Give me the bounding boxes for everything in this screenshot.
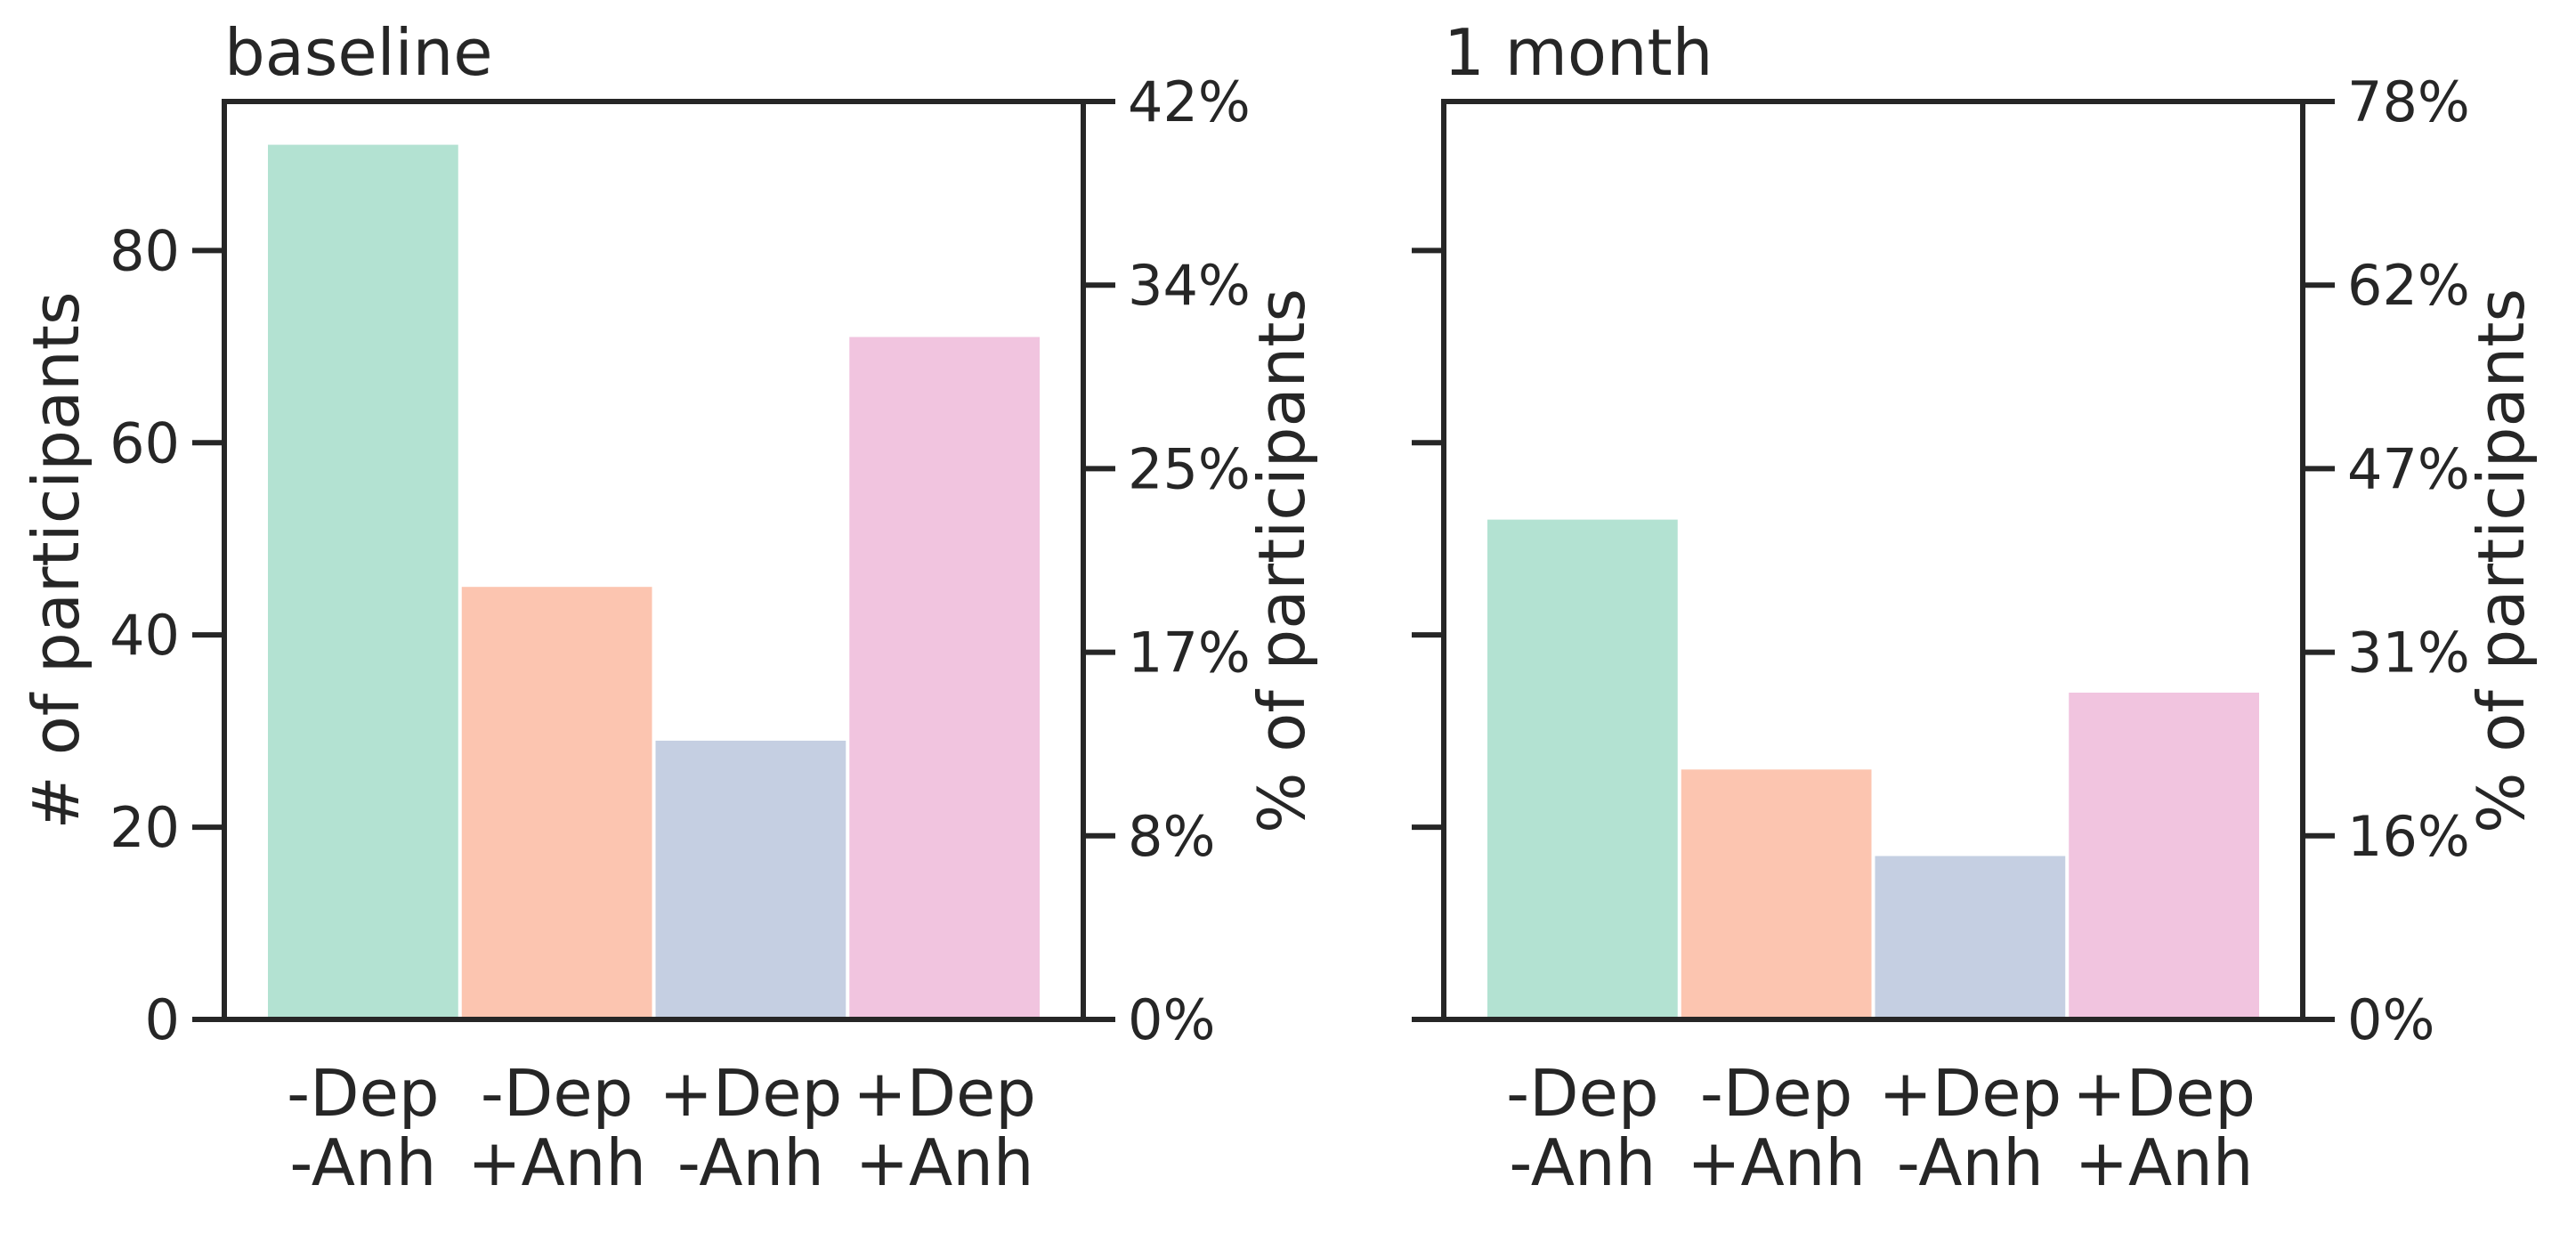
right-tick-label-2-6: 78%: [2347, 69, 2470, 134]
category-label-2-2-line-2: +Anh: [1687, 1125, 1866, 1200]
category-label-2-1-line-2: -Anh: [1509, 1125, 1656, 1200]
bar-2-4: [2069, 692, 2259, 1019]
category-label-1-2-line-1: -Dep: [481, 1056, 633, 1131]
category-label-1-1-line-2: -Anh: [289, 1125, 436, 1200]
category-label-2-3-line-1: +Dep: [1878, 1056, 2062, 1131]
right-tick-label-2-2: 16%: [2347, 804, 2470, 869]
bar-2-1: [1487, 519, 1678, 1019]
right-tick-label-1-1: 0%: [1128, 987, 1215, 1052]
left-tick-label-1-2: 20: [109, 795, 180, 860]
left-tick-label-1-1: 0: [145, 987, 180, 1052]
category-label-1-2-line-2: +Anh: [467, 1125, 646, 1200]
category-label-2-1-line-1: -Dep: [1506, 1056, 1658, 1131]
right-tick-label-1-5: 34%: [1128, 253, 1251, 318]
category-label-2-2-line-1: -Dep: [1700, 1056, 1852, 1131]
chart-title-2: 1 month: [1444, 15, 1713, 90]
right-tick-label-2-3: 31%: [2347, 621, 2470, 686]
right-tick-label-1-4: 25%: [1128, 436, 1251, 501]
bar-2-2: [1681, 769, 1872, 1019]
bar-1-2: [461, 587, 652, 1019]
category-label-2-4-line-1: +Dep: [2072, 1056, 2256, 1131]
right-tick-label-2-5: 62%: [2347, 253, 2470, 318]
right-tick-label-2-1: 0%: [2347, 987, 2434, 1052]
bar-1-1: [268, 144, 458, 1019]
bar-1-3: [655, 740, 847, 1019]
right-tick-label-1-3: 17%: [1128, 621, 1251, 686]
category-label-2-3-line-2: -Anh: [1897, 1125, 2044, 1200]
bar-2-3: [1875, 856, 2066, 1019]
category-label-1-3-line-1: +Dep: [659, 1056, 842, 1131]
left-tick-label-1-3: 40: [109, 603, 180, 668]
left-tick-label-1-5: 80: [109, 218, 180, 283]
category-label-1-4-line-1: +Dep: [853, 1056, 1036, 1131]
right-axis-label-2: % of participants: [2464, 288, 2539, 833]
category-label-1-1-line-1: -Dep: [287, 1056, 439, 1131]
category-label-1-4-line-2: +Anh: [855, 1125, 1034, 1200]
bar-1-4: [849, 337, 1040, 1019]
right-tick-label-1-2: 8%: [1128, 804, 1215, 869]
right-axis-label-1: % of participants: [1244, 288, 1319, 833]
right-tick-label-2-4: 47%: [2347, 436, 2470, 501]
left-tick-label-1-4: 60: [109, 410, 180, 475]
category-label-2-4-line-2: +Anh: [2075, 1125, 2254, 1200]
y-axis-label-1: # of participants: [19, 292, 93, 830]
chart-title-1: baseline: [224, 15, 493, 90]
right-tick-label-1-6: 42%: [1128, 69, 1251, 134]
category-label-1-3-line-2: -Anh: [677, 1125, 824, 1200]
